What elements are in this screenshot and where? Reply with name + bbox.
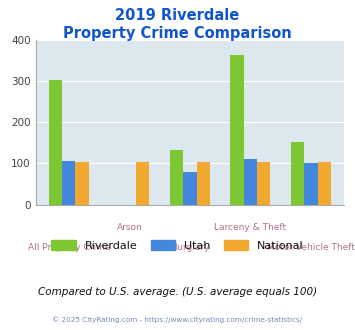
Bar	[244, 159, 257, 205]
Bar	[76, 162, 89, 205]
Text: All Property Crime: All Property Crime	[28, 243, 110, 251]
Text: 2019 Riverdale: 2019 Riverdale	[115, 8, 240, 23]
Bar	[230, 55, 244, 205]
Text: Arson: Arson	[116, 223, 142, 232]
Text: Burglary: Burglary	[171, 243, 209, 251]
Bar	[62, 161, 76, 205]
Bar	[183, 172, 197, 205]
Bar	[170, 150, 183, 205]
Legend: Riverdale, Utah, National: Riverdale, Utah, National	[47, 235, 308, 255]
Bar	[257, 162, 271, 205]
Text: Motor Vehicle Theft: Motor Vehicle Theft	[267, 243, 355, 251]
Bar	[197, 162, 210, 205]
Text: Larceny & Theft: Larceny & Theft	[214, 223, 286, 232]
Bar	[304, 163, 318, 205]
Bar	[136, 162, 149, 205]
Bar	[291, 142, 304, 205]
Text: © 2025 CityRating.com - https://www.cityrating.com/crime-statistics/: © 2025 CityRating.com - https://www.city…	[53, 317, 302, 323]
Text: Compared to U.S. average. (U.S. average equals 100): Compared to U.S. average. (U.S. average …	[38, 287, 317, 297]
Bar	[49, 80, 62, 205]
Text: Property Crime Comparison: Property Crime Comparison	[63, 26, 292, 41]
Bar	[318, 162, 331, 205]
